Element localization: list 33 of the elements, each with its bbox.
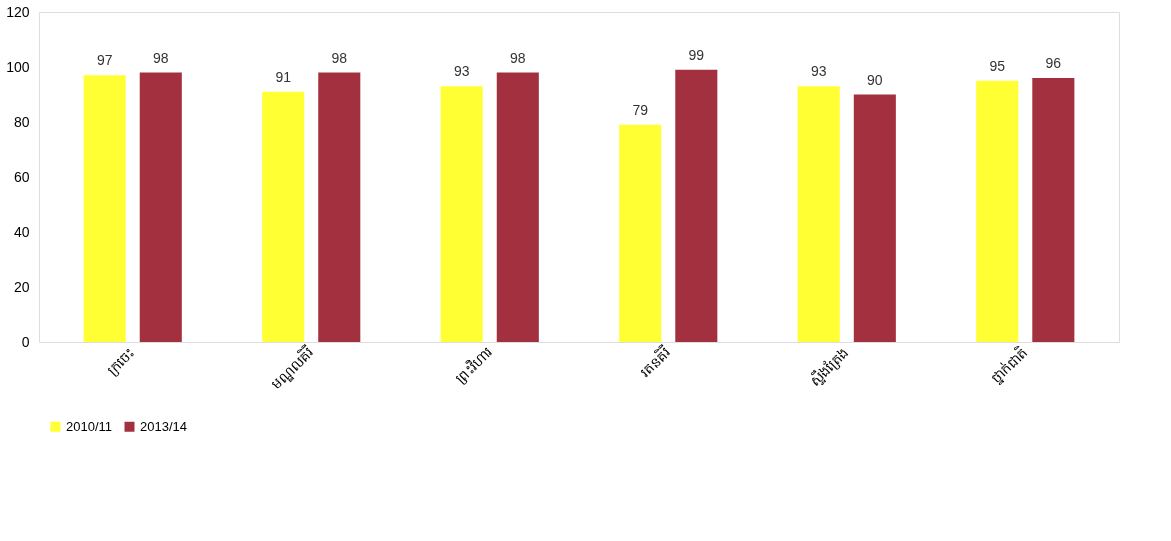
data-label: 98 [510, 49, 526, 66]
data-label: 93 [810, 63, 827, 80]
data-label: 96 [1045, 55, 1062, 71]
bar [440, 86, 483, 342]
y-tick-label: 120 [6, 3, 30, 20]
legend-label: 2013/14 [140, 418, 187, 434]
bar [496, 72, 539, 342]
bar [262, 91, 305, 342]
bar [976, 80, 1019, 342]
y-tick-label: 80 [13, 113, 30, 130]
data-label: 91 [275, 68, 292, 85]
y-tick-label: 40 [13, 223, 30, 240]
data-label: 98 [331, 49, 348, 66]
y-tick-label: 60 [13, 168, 30, 185]
y-tick-label: 20 [13, 278, 30, 295]
legend-label: 2010/11 [66, 418, 113, 434]
data-label: 99 [688, 46, 705, 63]
bar [853, 94, 896, 342]
bar [1032, 78, 1075, 342]
data-label: 98 [152, 49, 169, 66]
y-tick-label: 100 [6, 58, 30, 75]
bar [83, 75, 126, 342]
y-tick-label: 0 [21, 333, 30, 350]
bar [139, 72, 182, 342]
bar [797, 86, 840, 342]
bar [619, 124, 662, 342]
data-label: 97 [96, 52, 113, 69]
data-label: 95 [989, 57, 1006, 74]
data-label: 93 [453, 63, 470, 80]
bar [318, 72, 361, 342]
data-label: 90 [867, 71, 883, 88]
bar [675, 69, 718, 342]
data-label: 79 [632, 101, 649, 118]
